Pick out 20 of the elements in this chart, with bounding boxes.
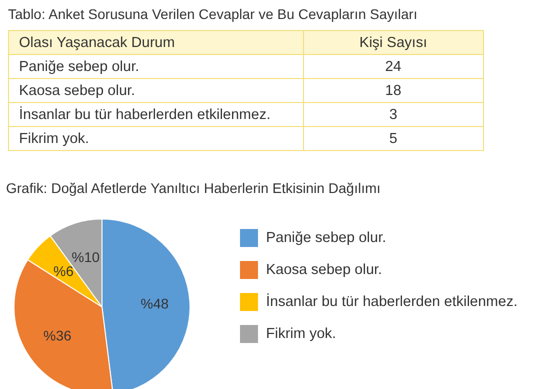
category-label: Kaosa sebep olur. bbox=[8, 78, 303, 102]
data-label: 3 bbox=[303, 102, 484, 126]
legend-label: Paniğe sebep olur. bbox=[266, 230, 386, 246]
data-label: %10 bbox=[72, 248, 100, 265]
legend-label: Kaosa sebep olur. bbox=[266, 262, 382, 278]
chart-title: Grafik: Doğal Afetlerde Yanıltıcı Haberlerin Etkisinin Dağılımı bbox=[6, 180, 381, 196]
legend-label: İnsanlar bu tür haberlerden etkilenmez. bbox=[266, 294, 518, 310]
data-label: %6 bbox=[53, 262, 74, 279]
data-label: 18 bbox=[303, 78, 484, 102]
data-label: 24 bbox=[303, 54, 484, 78]
category-label: Fikrim yok. bbox=[8, 126, 303, 150]
data-label: 5 bbox=[303, 126, 484, 150]
category-label: Paniğe sebep olur. bbox=[8, 54, 303, 78]
text: Olası Yaşanacak Durum bbox=[8, 30, 303, 54]
text: Tablo: Anket Sorusuna Verilen Cevaplar ve Bu Cevapların Sayıları bbox=[8, 6, 418, 22]
legend-label: Fikrim yok. bbox=[266, 326, 336, 342]
data-label: %48 bbox=[140, 296, 169, 312]
data-label: %36 bbox=[43, 327, 72, 344]
text: Kişi Sayısı bbox=[303, 30, 484, 54]
category-label: İnsanlar bu tür haberlerden etkilenmez. bbox=[8, 102, 303, 126]
